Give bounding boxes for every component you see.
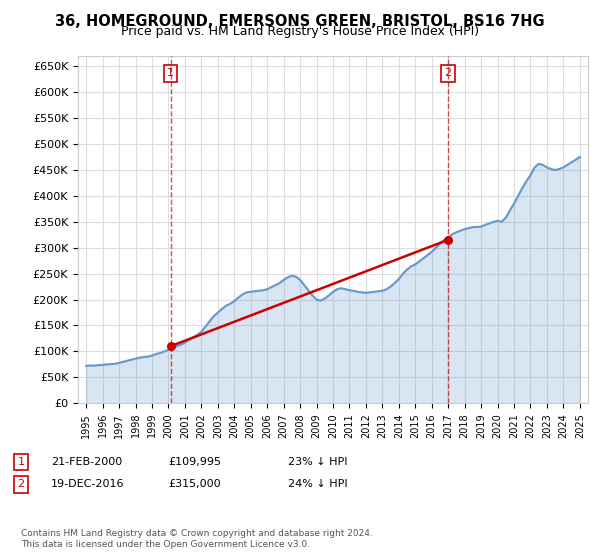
Text: Price paid vs. HM Land Registry's House Price Index (HPI): Price paid vs. HM Land Registry's House … — [121, 25, 479, 38]
Text: 21-FEB-2000: 21-FEB-2000 — [51, 457, 122, 467]
Text: Contains HM Land Registry data © Crown copyright and database right 2024.
This d: Contains HM Land Registry data © Crown c… — [21, 529, 373, 549]
Text: 19-DEC-2016: 19-DEC-2016 — [51, 479, 125, 489]
Text: £315,000: £315,000 — [168, 479, 221, 489]
Text: 36, HOMEGROUND, EMERSONS GREEN, BRISTOL, BS16 7HG: 36, HOMEGROUND, EMERSONS GREEN, BRISTOL,… — [55, 14, 545, 29]
Point — [443, 236, 452, 245]
Text: 2: 2 — [444, 68, 451, 78]
Text: 1: 1 — [167, 68, 174, 78]
Text: 2: 2 — [17, 479, 25, 489]
Text: £109,995: £109,995 — [168, 457, 221, 467]
Text: 24% ↓ HPI: 24% ↓ HPI — [288, 479, 347, 489]
Text: 23% ↓ HPI: 23% ↓ HPI — [288, 457, 347, 467]
Point — [166, 342, 175, 351]
Text: 1: 1 — [17, 457, 25, 467]
